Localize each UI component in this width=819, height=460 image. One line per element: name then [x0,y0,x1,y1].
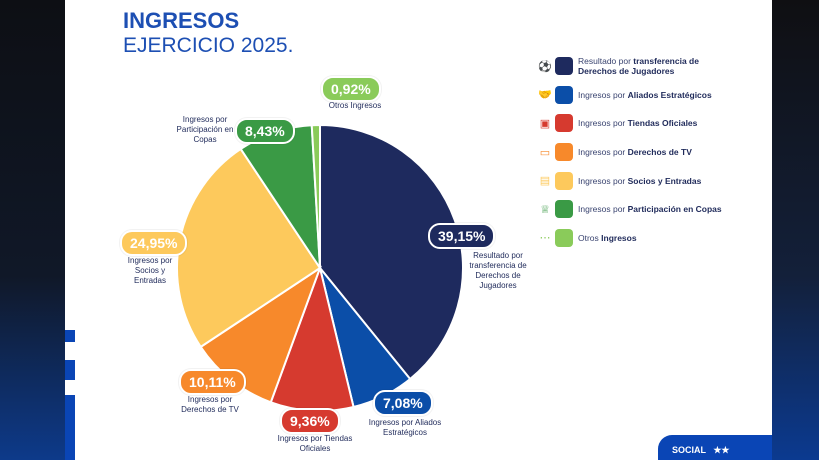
soccer-ball-icon: ⚽ [538,60,552,73]
ticket-icon: ▤ [539,175,551,188]
legend-swatch [555,200,573,219]
store-icon: ▣ [539,117,551,130]
legend-item: ▣ Ingresos por Tiendas Oficiales [537,109,728,138]
legend-label: Ingresos por Socios y Entradas [578,175,702,186]
legend-item: ⚽ Resultado por transferencia de Derechos… [537,52,728,81]
decor-stripe [65,395,75,460]
pct-label-transferencia: 39,15% [428,223,496,249]
legend-swatch [555,228,573,247]
pct-label-copas: 8,43% [235,118,295,144]
slice-label-aliados: Ingresos por Aliados Estratégicos [368,418,442,437]
page-title: INGRESOS [123,8,240,33]
legend-item: ⋯ Otros Ingresos [537,224,728,253]
legend-item: 🤝 Ingresos por Aliados Estratégicos [537,81,728,110]
handshake-icon: 🤝 [538,89,552,102]
pie-slice-6 [310,123,321,269]
legend-swatch [555,114,573,133]
slice-label-copas: Ingresos por Participación en Copas [176,115,234,144]
pct-label-otros: 0,92% [321,76,381,102]
legend-label: Ingresos por Participación en Copas [578,204,722,215]
infographic-card: INGRESOS EJERCICIO 2025. 39,15% Resultad… [65,0,772,460]
legend: ⚽ Resultado por transferencia de Derechos… [537,52,728,252]
footer-logo: SOCIAL ★★ [658,435,772,460]
legend-swatch [555,85,573,104]
legend-item: ▤ Ingresos por Socios y Entradas [537,166,728,195]
page-subtitle: EJERCICIO 2025. [123,34,294,57]
pct-label-tv: 10,11% [179,369,246,395]
background-left [0,0,65,460]
logo-text: SOCIAL [672,445,706,455]
pct-label-aliados: 7,08% [373,390,433,416]
legend-label: Otros Ingresos [578,232,637,243]
background-right [772,0,819,460]
pct-label-socios: 24,95% [120,230,188,256]
decor-stripe [65,360,75,380]
trophy-icon: ♕ [540,203,550,216]
slice-label-socios: Ingresos por Socios y Entradas [127,256,173,285]
slice-label-otros: Otros Ingresos [328,101,382,110]
pie-chart [176,123,464,412]
legend-swatch [555,143,573,162]
legend-label: Ingresos por Aliados Estratégicos [578,89,712,100]
legend-swatch [555,57,573,76]
pct-label-tiendas: 9,36% [280,408,340,434]
slice-label-transferencia: Resultado por transferencia de Derechos … [469,251,527,290]
slice-label-tv: Ingresos por Derechos de TV [181,395,239,414]
decor-stripe [65,330,75,342]
legend-label: Ingresos por Derechos de TV [578,147,692,158]
slice-label-tiendas: Ingresos por Tiendas Oficiales [277,434,353,453]
legend-label: Ingresos por Tiendas Oficiales [578,118,698,129]
legend-item: ▭ Ingresos por Derechos de TV [537,138,728,167]
tv-icon: ▭ [539,146,551,159]
club-crest-icon: ★★ [713,445,730,455]
legend-label: Resultado por transferencia de Derechos … [578,56,699,77]
legend-swatch [555,171,573,190]
pie-slice-0 [319,123,464,381]
legend-item: ♕ Ingresos por Participación en Copas [537,195,728,224]
dots-icon: ⋯ [539,232,551,245]
